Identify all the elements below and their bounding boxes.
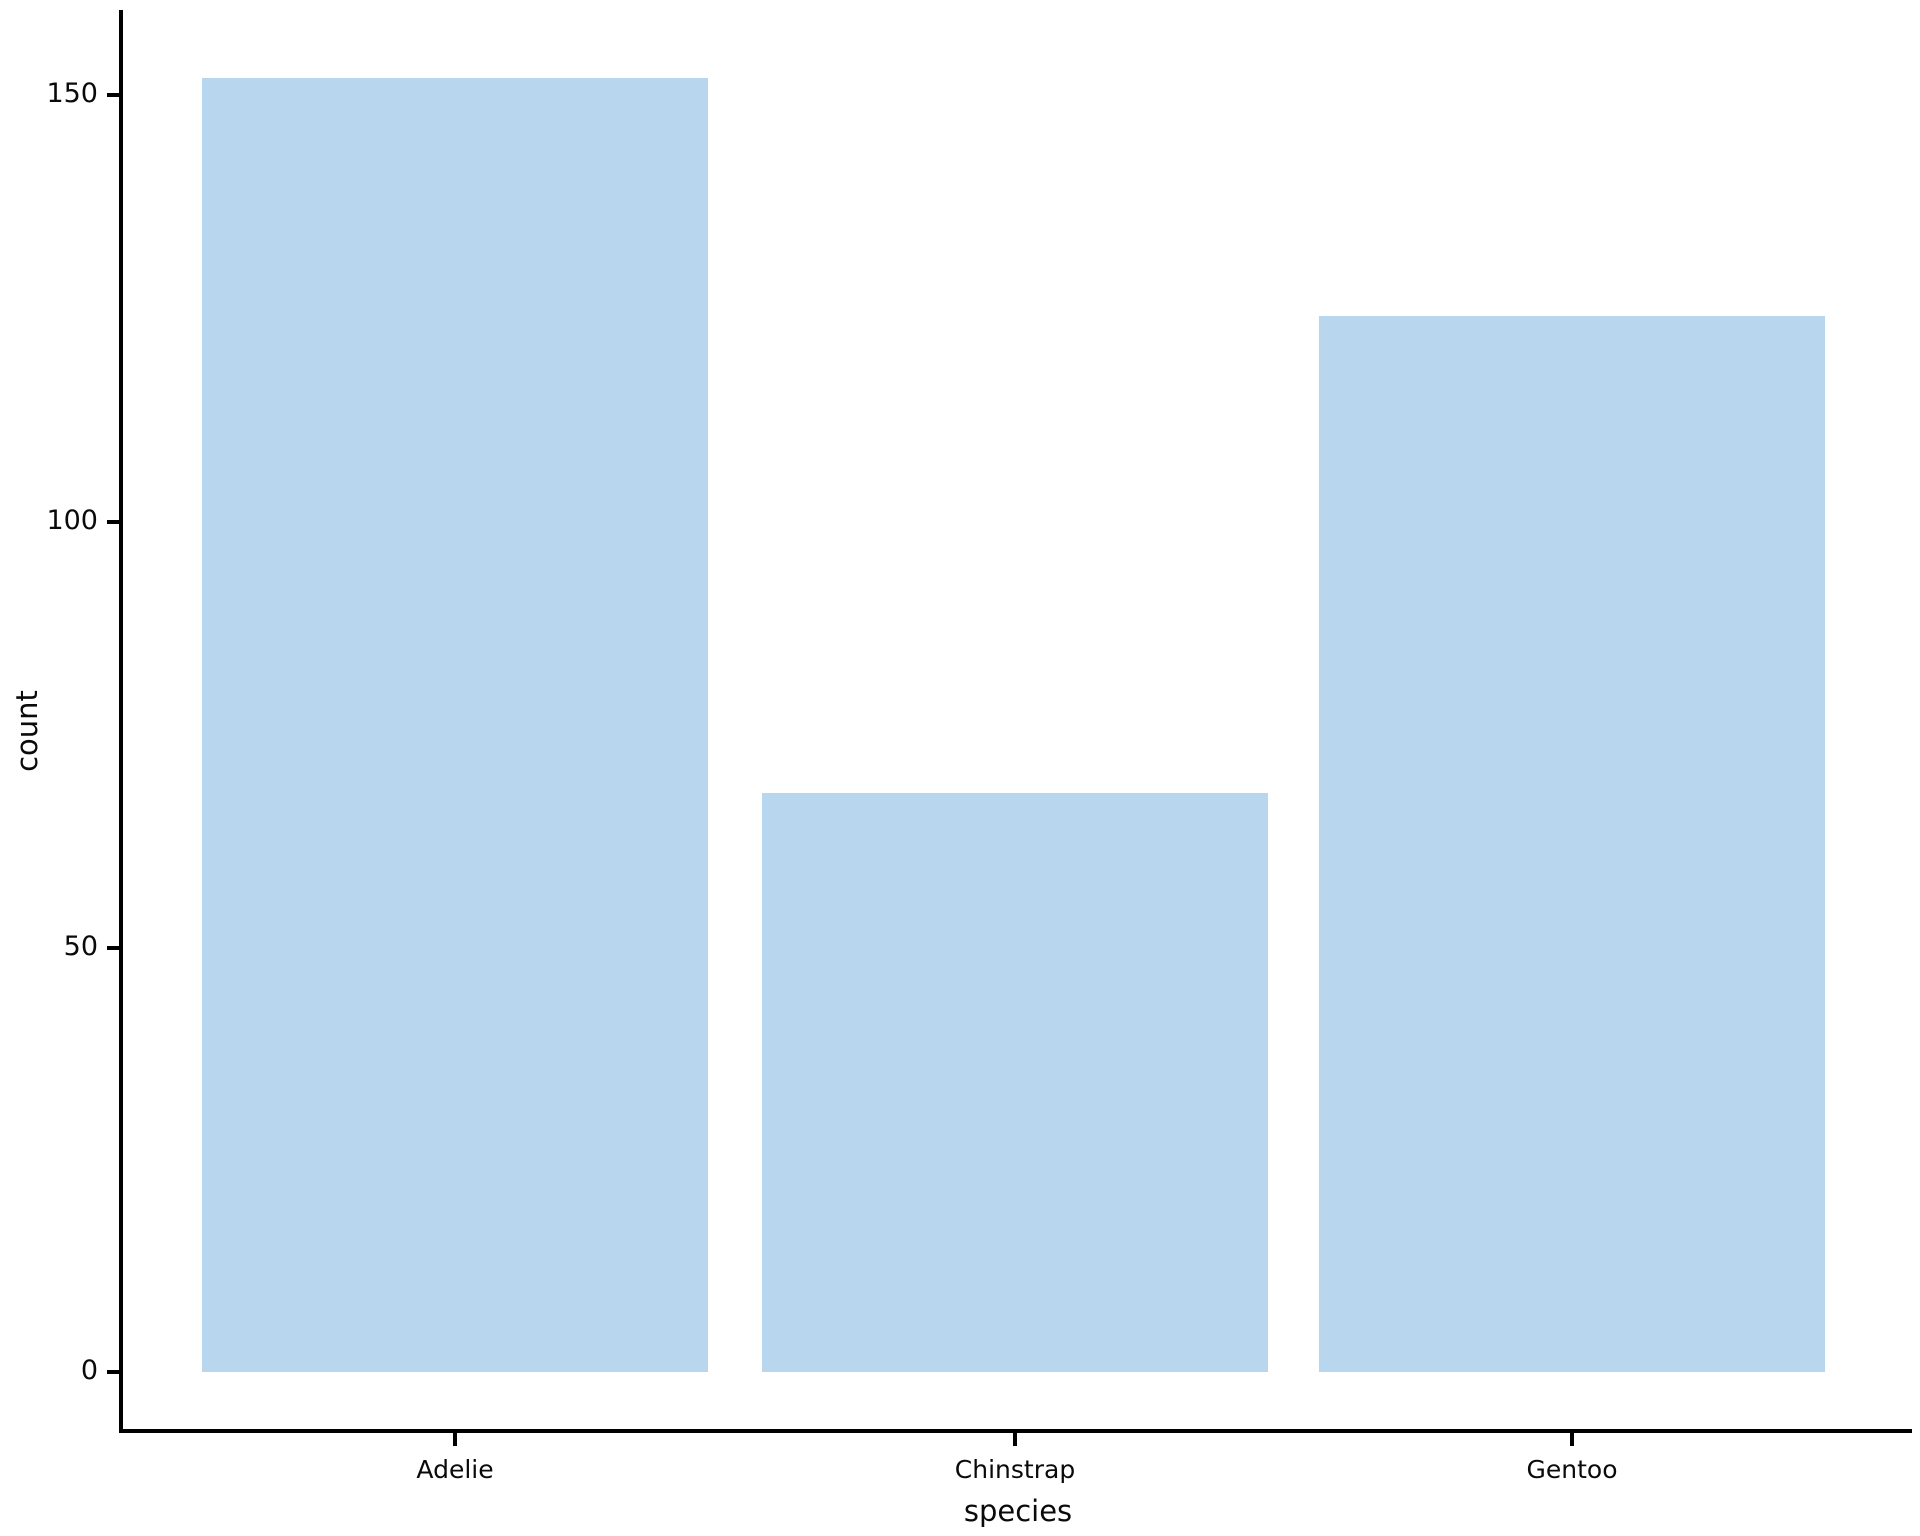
y-tick-50	[107, 946, 120, 950]
y-tick-label-100: 100	[46, 505, 98, 536]
y-axis-spine	[119, 10, 123, 1432]
x-tick-adelie	[453, 1433, 457, 1446]
y-tick-label-0: 0	[80, 1355, 98, 1386]
x-tick-label-chinstrap: Chinstrap	[954, 1455, 1076, 1484]
y-tick-100	[107, 520, 120, 524]
x-tick-chinstrap	[1013, 1433, 1017, 1446]
x-tick-gentoo	[1570, 1433, 1574, 1446]
bar-gentoo	[1319, 316, 1825, 1372]
y-tick-label-150: 150	[46, 78, 98, 109]
y-tick-150	[107, 93, 120, 97]
y-tick-label-50: 50	[63, 931, 98, 962]
x-tick-label-gentoo: Gentoo	[1526, 1455, 1618, 1484]
x-tick-label-adelie: Adelie	[416, 1455, 494, 1484]
bar-adelie	[202, 78, 708, 1372]
y-axis-title: count	[10, 690, 44, 772]
x-axis-title: species	[963, 1494, 1073, 1528]
x-axis-spine	[119, 1429, 1912, 1433]
plot-area	[122, 10, 1912, 1372]
bar-chinstrap	[762, 793, 1268, 1372]
y-tick-0	[107, 1370, 120, 1374]
